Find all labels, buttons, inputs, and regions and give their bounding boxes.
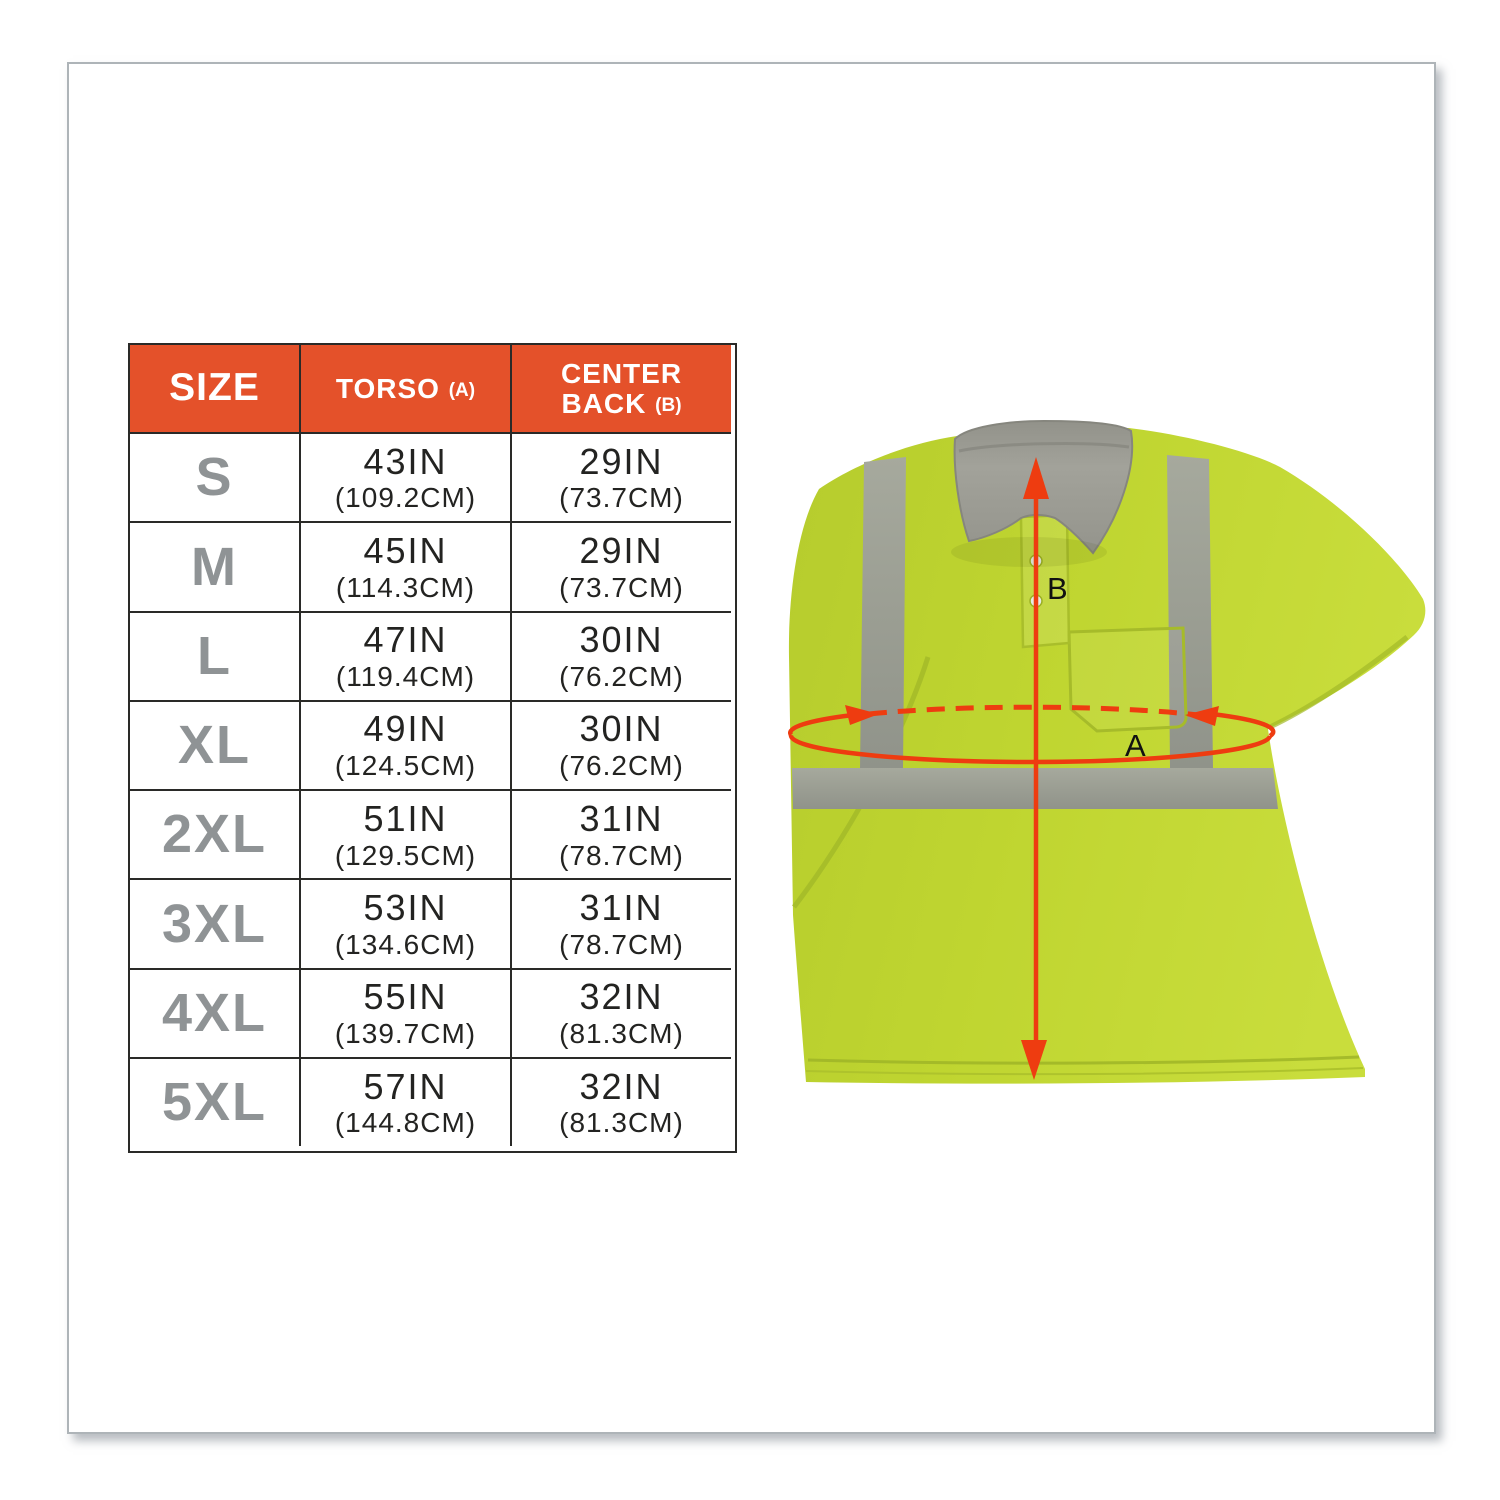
header-torso-note: (A) (448, 379, 476, 401)
measure-a-label: A (1125, 728, 1146, 763)
measure-a-ellipse-end-left (788, 712, 854, 737)
table-row-size-label: XL (130, 699, 299, 789)
table-row-size-label: 2XL (130, 789, 299, 878)
shirt-body (788, 428, 1426, 1084)
table-cell-torso: 53IN (134.6CM) (299, 878, 510, 968)
table-cell-torso: 49IN (124.5CM) (299, 699, 510, 790)
table-row-size-label: M (130, 521, 299, 610)
header-center-back-note: (B) (655, 394, 682, 416)
left-reflective-stripe (860, 457, 906, 768)
header-center-back-line2: BACK (561, 387, 647, 419)
right-sleeve-seam (1268, 635, 1409, 730)
measure-a-ellipse-front (788, 734, 1273, 765)
collar-shadow (951, 537, 1107, 567)
header-torso: TORSO (A) (299, 345, 510, 432)
shirt-hem-edge (805, 1067, 1364, 1076)
chest-pocket (1067, 626, 1188, 733)
measure-a-arrowhead-right (1185, 706, 1219, 726)
header-torso-label: TORSO (335, 372, 440, 404)
table-cell-center-back: 32IN (81.3CM) (510, 1057, 731, 1147)
header-size: SIZE (130, 345, 299, 432)
table-cell-center-back: 30IN (76.2CM) (510, 610, 731, 700)
collar-fold-line (958, 442, 1130, 453)
table-row-size-label: L (130, 610, 299, 700)
table-cell-torso: 47IN (119.4CM) (299, 610, 510, 700)
table-cell-torso: 45IN (114.3CM) (299, 521, 510, 611)
measure-b-arrowhead-down (1021, 1040, 1047, 1080)
infographic-card: SIZE TORSO (A) CENTER BACK (B) S 43IN (10… (67, 62, 1436, 1434)
shirt-hem-fold (807, 1055, 1360, 1065)
table-row-size-label: 4XL (130, 967, 299, 1057)
header-size-label: SIZE (169, 366, 260, 410)
table-cell-center-back: 29IN (73.7CM) (510, 521, 731, 611)
table-cell-center-back: 31IN (78.7CM) (510, 789, 731, 879)
table-cell-torso: 43IN (109.2CM) (299, 432, 510, 522)
measure-a-ellipse-back-dashed (868, 704, 1200, 718)
table-row-size-label: 5XL (130, 1057, 299, 1146)
right-reflective-stripe (1167, 455, 1213, 768)
measure-a-ellipse-end-right (1211, 711, 1276, 738)
shirt-measurement-diagram: B A (788, 419, 1426, 1084)
table-cell-center-back: 31IN (78.7CM) (510, 878, 731, 968)
table-cell-torso: 55IN (139.7CM) (299, 967, 510, 1058)
table-cell-center-back: 29IN (73.7CM) (510, 432, 731, 522)
size-chart-table: SIZE TORSO (A) CENTER BACK (B) S 43IN (10… (128, 343, 737, 1153)
measure-a-arrowhead-left (845, 705, 879, 725)
table-cell-center-back: 30IN (76.2CM) (510, 699, 731, 790)
table-cell-center-back: 32IN (81.3CM) (510, 967, 731, 1058)
table-cell-torso: 57IN (144.8CM) (299, 1057, 510, 1147)
table-row-size-label: S (130, 432, 299, 521)
header-center-back: CENTER BACK (B) (510, 345, 731, 432)
header-center-back-line1: CENTER (560, 358, 683, 390)
table-cell-torso: 51IN (129.5CM) (299, 789, 510, 879)
measure-b-arrowhead-up (1023, 457, 1049, 499)
table-row-size-label: 3XL (130, 878, 299, 967)
measure-b-label: B (1047, 571, 1068, 606)
